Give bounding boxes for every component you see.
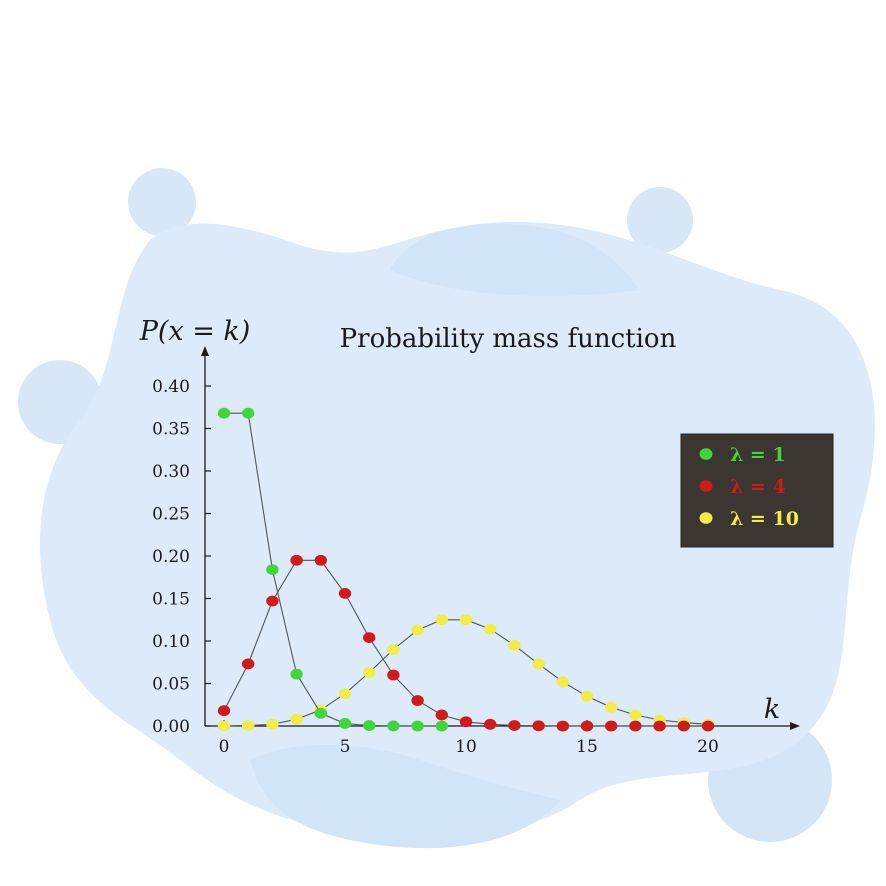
y-tick-label: 0.30 [152, 462, 190, 482]
y-tick-label: 0.10 [152, 632, 190, 652]
data-point [435, 720, 448, 732]
series-0 [217, 407, 448, 732]
data-point [217, 407, 231, 419]
data-point [459, 614, 473, 626]
data-point [701, 720, 715, 732]
data-point [411, 624, 424, 636]
data-point [338, 688, 352, 700]
x-tick-label: 10 [455, 737, 477, 757]
data-point [242, 407, 255, 419]
data-point [532, 720, 545, 732]
y-axis-arrow [201, 346, 209, 356]
data-point [580, 690, 594, 702]
data-point [242, 720, 255, 731]
data-point [411, 695, 424, 706]
data-point [556, 720, 569, 732]
data-point [266, 718, 279, 730]
y-tick-label: 0.20 [152, 547, 190, 567]
series-layer [217, 407, 715, 732]
x-axis-label: k [764, 694, 780, 725]
ticks: 0.00 0.05 0.10 0.15 0.20 0.25 0.30 0.35 0.40 0 5 10… [152, 377, 719, 757]
y-tick-label: 0.40 [152, 377, 190, 397]
data-point [387, 669, 400, 681]
y-tick-label: 0.05 [152, 675, 190, 695]
data-point [653, 720, 666, 732]
data-point [508, 720, 521, 731]
data-point [411, 720, 424, 732]
data-point [387, 644, 400, 655]
series-1 [217, 554, 715, 732]
y-tick-label: 0.25 [152, 505, 190, 525]
data-point [266, 595, 279, 607]
y-tick-label: 0.15 [152, 590, 190, 610]
data-point [363, 632, 376, 643]
x-tick-label: 20 [697, 737, 719, 757]
data-point [314, 707, 327, 719]
data-point [363, 667, 376, 678]
data-point [629, 720, 642, 732]
data-point [435, 614, 448, 626]
legend-label: λ = 4 [730, 476, 786, 498]
x-tick-label: 5 [340, 737, 351, 757]
data-point [484, 718, 497, 730]
legend-marker [699, 480, 713, 492]
chart-title: Probability mass function [340, 324, 677, 354]
legend-marker [699, 512, 713, 524]
data-point [266, 564, 279, 575]
y-axis-label: P(x = k) [139, 316, 251, 347]
data-point [556, 676, 569, 688]
data-point [508, 639, 521, 651]
legend-label: λ = 10 [730, 508, 799, 530]
data-point [290, 554, 303, 566]
data-point [338, 588, 352, 599]
data-point [677, 720, 690, 732]
x-tick-label: 15 [576, 737, 598, 757]
x-tick-label: 0 [219, 737, 230, 757]
data-point [217, 720, 231, 732]
y-tick-label: 0.00 [152, 717, 190, 737]
data-point [314, 554, 327, 566]
data-point [290, 713, 303, 725]
legend-marker [699, 448, 713, 460]
data-point [484, 623, 497, 635]
x-axis-arrow [790, 722, 800, 730]
data-point [605, 720, 618, 732]
data-point [435, 709, 448, 721]
data-point [459, 716, 473, 728]
data-point [363, 720, 376, 731]
background-blob [18, 168, 875, 849]
data-point [338, 718, 352, 729]
data-point [532, 658, 545, 670]
data-point [387, 720, 400, 732]
data-point [580, 720, 594, 732]
data-point [217, 705, 231, 717]
legend: λ = 1 λ = 4 λ = 10 [680, 433, 834, 548]
y-tick-label: 0.35 [152, 420, 190, 440]
data-point [629, 709, 642, 721]
series-line [224, 412, 442, 727]
legend-label: λ = 1 [730, 444, 786, 466]
data-point [242, 658, 255, 670]
data-point [605, 701, 618, 713]
data-point [290, 668, 303, 680]
